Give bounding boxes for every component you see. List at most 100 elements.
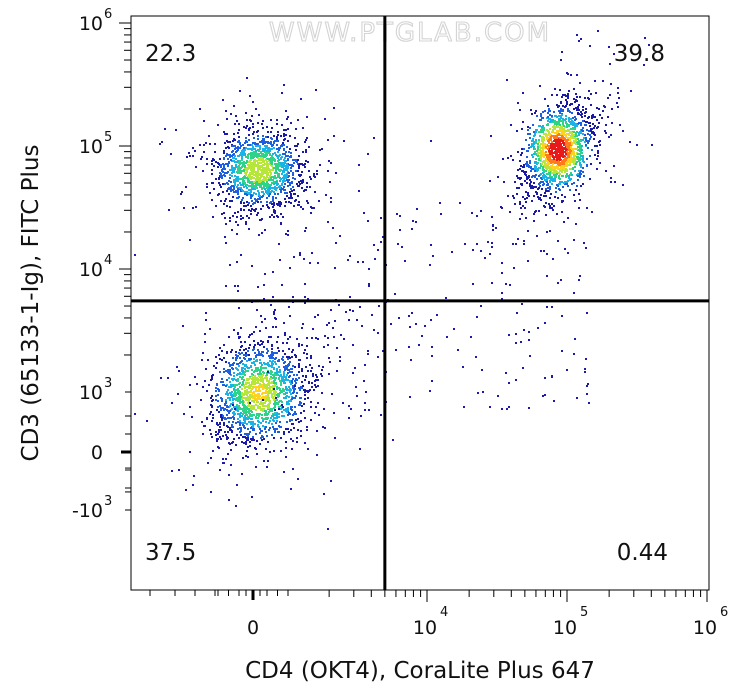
- event-dot: [252, 126, 254, 128]
- event-dot: [236, 261, 238, 263]
- event-dot: [288, 151, 290, 153]
- event-dot: [644, 37, 646, 39]
- event-dot: [533, 213, 535, 215]
- event-dot: [248, 387, 250, 389]
- event-dot: [228, 377, 230, 379]
- event-dot: [294, 178, 296, 180]
- event-dot: [225, 285, 227, 287]
- event-dot: [291, 356, 293, 358]
- event-dot: [229, 427, 231, 429]
- event-dot: [287, 185, 289, 187]
- event-dot: [239, 415, 241, 417]
- event-dot: [236, 216, 238, 218]
- event-dot: [220, 414, 222, 416]
- event-dot: [279, 389, 281, 391]
- event-dot: [222, 381, 224, 383]
- event-dot: [527, 192, 529, 194]
- event-dot: [363, 380, 365, 382]
- event-dot: [573, 194, 575, 196]
- event-dot: [318, 200, 320, 202]
- event-dot: [258, 352, 260, 354]
- event-dot: [348, 417, 350, 419]
- event-dot: [246, 366, 248, 368]
- event-dot: [364, 402, 366, 404]
- event-dot: [267, 152, 269, 154]
- event-dot: [315, 386, 317, 388]
- event-dot: [269, 420, 271, 422]
- event-dot: [271, 382, 273, 384]
- event-dot: [358, 164, 360, 166]
- event-dot: [373, 329, 375, 331]
- event-dot: [352, 372, 354, 374]
- event-dot: [489, 253, 491, 255]
- event-dot: [262, 191, 264, 193]
- event-dot: [243, 205, 245, 207]
- event-dot: [276, 181, 278, 183]
- event-dot: [238, 336, 240, 338]
- event-dot: [218, 354, 220, 356]
- event-dot: [242, 413, 244, 415]
- event-dot: [228, 386, 230, 388]
- event-dot: [273, 135, 275, 137]
- event-dot: [578, 140, 580, 142]
- event-dot: [582, 155, 584, 157]
- event-dot: [262, 405, 264, 407]
- event-dot: [292, 296, 294, 298]
- event-dot: [262, 127, 264, 129]
- event-dot: [561, 51, 563, 53]
- event-dot: [328, 373, 330, 375]
- event-dot: [558, 143, 560, 145]
- event-dot: [273, 167, 275, 169]
- event-dot: [524, 180, 526, 182]
- event-dot: [267, 417, 269, 419]
- event-dot: [304, 283, 306, 285]
- event-dot: [264, 229, 266, 231]
- event-dot: [237, 180, 239, 182]
- event-dot: [276, 374, 278, 376]
- event-dot: [205, 319, 207, 321]
- event-dot: [240, 187, 242, 189]
- event-dot: [263, 438, 265, 440]
- event-dot: [219, 426, 221, 428]
- event-dot: [560, 117, 562, 119]
- event-dot: [574, 119, 576, 121]
- event-dot: [270, 373, 272, 375]
- event-dot: [551, 207, 553, 209]
- event-dot: [249, 167, 251, 169]
- event-dot: [537, 162, 539, 164]
- event-dot: [263, 183, 265, 185]
- event-dot: [284, 183, 286, 185]
- event-dot: [226, 414, 228, 416]
- event-dot: [311, 367, 313, 369]
- event-dot: [251, 411, 253, 413]
- event-dot: [265, 421, 267, 423]
- event-dot: [292, 349, 294, 351]
- event-dot: [580, 38, 582, 40]
- event-dot: [294, 366, 296, 368]
- event-dot: [293, 413, 295, 415]
- event-dot: [272, 360, 274, 362]
- event-dot: [247, 437, 249, 439]
- event-dot: [529, 355, 531, 357]
- event-dot: [238, 352, 240, 354]
- event-dot: [556, 213, 558, 215]
- event-dot: [290, 193, 292, 195]
- event-dot: [556, 173, 558, 175]
- event-dot: [537, 188, 539, 190]
- event-dot: [563, 221, 565, 223]
- event-dot: [254, 352, 256, 354]
- event-dot: [281, 378, 283, 380]
- event-dot: [546, 181, 548, 183]
- event-dot: [265, 152, 267, 154]
- event-dot: [513, 197, 515, 199]
- event-dot: [209, 328, 211, 330]
- event-dot: [307, 370, 309, 372]
- event-dot: [243, 409, 245, 411]
- event-dot: [267, 163, 269, 165]
- event-dot: [575, 140, 577, 142]
- event-dot: [243, 417, 245, 419]
- event-dot: [586, 158, 588, 160]
- event-dot: [551, 172, 553, 174]
- event-dot: [242, 177, 244, 179]
- event-dot: [267, 404, 269, 406]
